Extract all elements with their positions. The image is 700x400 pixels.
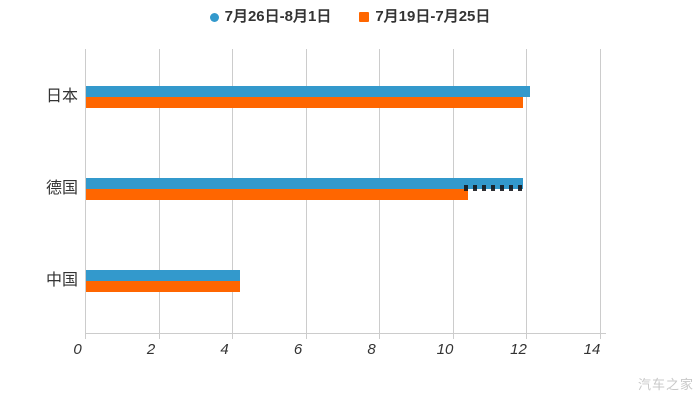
axis-tick (599, 333, 601, 339)
bar-segment[interactable] (85, 188, 468, 200)
bar-segment[interactable] (85, 280, 240, 292)
axis-tick (305, 333, 307, 339)
x-tick-label: 6 (293, 341, 303, 358)
x-axis-line (85, 333, 606, 334)
bar-segment[interactable] (85, 269, 240, 281)
x-tick-label: 4 (220, 341, 229, 358)
bar-segment[interactable] (85, 96, 523, 108)
axis-tick (526, 333, 527, 339)
legend-item-label: 7月19日-7月25日 (375, 8, 491, 25)
legend-item-label: 7月26日-8月1日 (224, 8, 332, 25)
axis-tick (85, 333, 86, 339)
x-tick-label: 0 (73, 341, 82, 358)
axis-tick (379, 333, 380, 339)
legend: 7月26日-8月1日 7月19日-7月25日 (0, 6, 700, 28)
x-tick-label: 8 (367, 341, 376, 358)
x-tick-label: 14 (583, 341, 601, 358)
legend-item-2[interactable]: 7月19日-7月25日 (359, 7, 490, 27)
watermark: 汽车之家 (637, 377, 694, 392)
bar-segment[interactable] (85, 177, 523, 189)
legend-marker-circle-icon (209, 12, 219, 22)
y-category-label: 中国 (45, 271, 78, 289)
hidden-watermark-artifact (464, 185, 523, 191)
axis-tick (452, 333, 454, 339)
legend-item-1[interactable]: 7月26日-8月1日 (209, 7, 332, 27)
x-tick-label: 10 (436, 341, 454, 358)
axis-tick (158, 333, 160, 339)
gridline (599, 49, 601, 333)
x-tick-label: 12 (510, 341, 527, 358)
x-tick-label: 2 (146, 341, 156, 358)
axis-tick (232, 333, 233, 339)
y-category-label: 日本 (45, 87, 78, 105)
legend-marker-square-icon (359, 12, 370, 22)
y-category-label: 德国 (45, 179, 78, 197)
gridline (526, 49, 527, 333)
bar-segment[interactable] (85, 85, 531, 97)
